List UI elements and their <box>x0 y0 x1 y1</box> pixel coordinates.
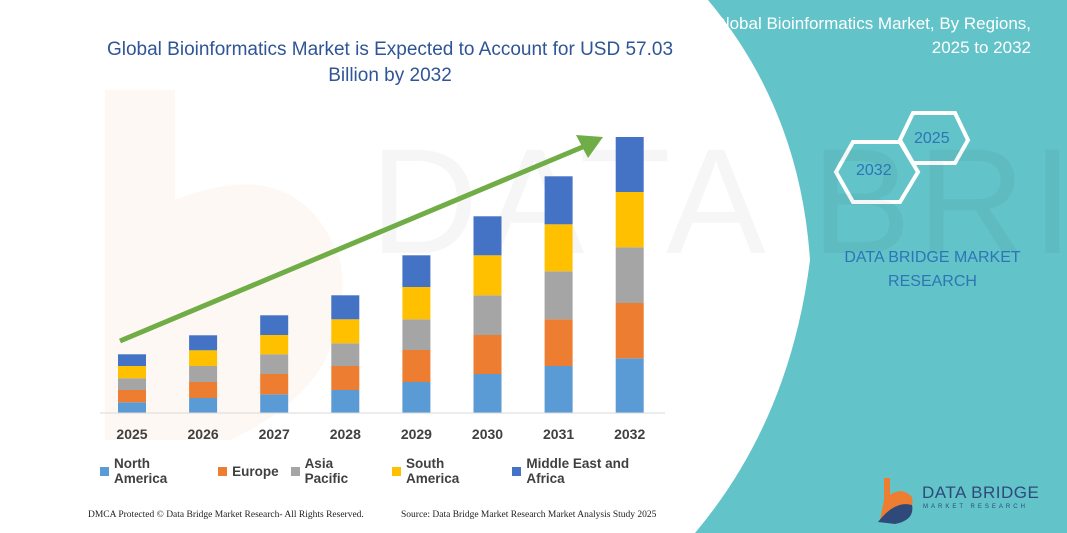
footer-source: Source: Data Bridge Market Research Mark… <box>401 510 657 520</box>
bar-segment-2027-south-america <box>260 335 289 355</box>
bar-segment-2032-south-america <box>615 192 644 248</box>
legend-label: North America <box>113 456 168 486</box>
bar-segment-2030-north-america <box>473 374 502 413</box>
legend-label: Europe <box>232 463 279 479</box>
bar-segment-2025-middle-east-and-africa <box>118 354 146 366</box>
legend-swatch <box>392 466 401 476</box>
bar-segment-2026-middle-east-and-africa <box>189 335 218 351</box>
legend-item: Middle East and Africa <box>512 456 670 486</box>
bar-segment-2028-asia-pacific <box>331 343 360 366</box>
legend-label: Middle East and Africa <box>526 456 630 486</box>
logo-subtext: MARKET RESEARCH <box>923 504 1028 510</box>
legend-swatch <box>290 466 300 476</box>
bar-segment-2030-middle-east-and-africa <box>473 216 502 256</box>
legend: North America Europe Asia Pacific South Ame… <box>100 456 670 486</box>
side-panel-title: Global Bioinformatics Market, By Regions… <box>712 14 1031 57</box>
bar-segment-2026-south-america <box>189 350 218 366</box>
bar-segment-2032-north-america <box>615 358 644 413</box>
bar-segment-2025-europe <box>118 390 146 403</box>
hex-2025-label: 2025 <box>914 130 950 147</box>
bar-segment-2028-middle-east-and-africa <box>331 295 360 320</box>
legend-item: South America <box>392 456 500 486</box>
legend-item: North America <box>100 456 206 486</box>
bar-segment-2027-north-america <box>260 394 289 413</box>
bar-segment-2032-middle-east-and-africa <box>615 137 644 192</box>
bar-segment-2025-south-america <box>118 366 146 379</box>
legend-item: Asia Pacific <box>290 456 380 486</box>
bar-segment-2027-asia-pacific <box>260 354 289 374</box>
hex-2032 <box>833 140 921 204</box>
hex-2032-label: 2032 <box>856 162 892 179</box>
legend-label: South America <box>405 456 460 486</box>
legend-swatch <box>100 466 109 476</box>
bar-segment-2026-asia-pacific <box>189 366 218 382</box>
bar-segment-2025-asia-pacific <box>118 378 146 390</box>
legend-label: Asia Pacific <box>304 456 349 486</box>
bar-segment-2030-asia-pacific <box>473 295 502 335</box>
bar-segment-2026-europe <box>189 382 218 398</box>
x-tick-label: 2027 <box>259 426 290 442</box>
x-tick-label: 2029 <box>401 426 432 442</box>
brand-text: DATA BRIDGE MARKET RESEARCH <box>844 249 1021 290</box>
side-panel <box>695 0 1067 533</box>
bar-segment-2029-middle-east-and-africa <box>402 255 431 287</box>
bar-segment-2031-europe <box>544 319 573 366</box>
logo-text: DATA BRIDGE <box>922 483 1040 502</box>
bar-segment-2030-europe <box>473 335 502 374</box>
bar-segment-2026-north-america <box>189 398 218 413</box>
x-tick-label: 2031 <box>543 426 574 442</box>
bar-segment-2031-north-america <box>544 366 573 413</box>
x-tick-label: 2030 <box>472 426 503 442</box>
bar-segment-2030-south-america <box>473 255 502 296</box>
bar-segment-2029-europe <box>402 350 431 382</box>
bar-segment-2027-europe <box>260 374 289 395</box>
bar-segment-2029-north-america <box>402 382 431 413</box>
chart-title: Global Bioinformatics Market is Expected… <box>106 39 674 86</box>
bar-segment-2031-middle-east-and-africa <box>544 176 573 225</box>
x-tick-label: 2026 <box>188 426 219 442</box>
bar-segment-2028-south-america <box>331 319 360 344</box>
x-tick-label: 2025 <box>116 426 147 442</box>
trend-arrow <box>119 135 603 344</box>
bar-segment-2032-asia-pacific <box>615 247 644 303</box>
bar-segment-2028-europe <box>331 366 360 390</box>
bar-segment-2028-north-america <box>331 390 360 413</box>
bar-segment-2032-europe <box>615 303 644 359</box>
x-tick-label: 2032 <box>614 426 645 442</box>
legend-swatch <box>218 466 228 476</box>
bar-segment-2029-asia-pacific <box>402 319 431 350</box>
bar-segment-2025-north-america <box>118 402 146 413</box>
bar-segment-2027-middle-east-and-africa <box>260 315 289 335</box>
bar-segment-2031-south-america <box>544 224 573 272</box>
x-tick-label: 2028 <box>330 426 361 442</box>
bar-segment-2031-asia-pacific <box>544 271 573 320</box>
logo-mark <box>878 478 913 524</box>
legend-swatch <box>512 466 522 476</box>
legend-item: Europe <box>218 456 279 486</box>
bar-segment-2029-south-america <box>402 287 431 320</box>
footer-copyright: DMCA Protected © Data Bridge Market Rese… <box>88 510 364 520</box>
